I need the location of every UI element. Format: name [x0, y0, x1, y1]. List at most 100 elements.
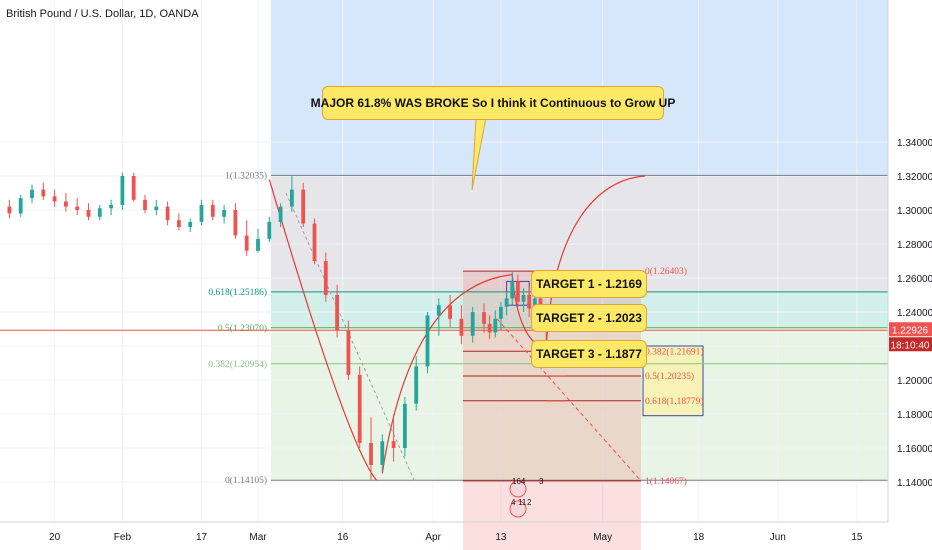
candle-body[interactable] [222, 210, 226, 217]
target-fib-label: 0.618(1.18779) [645, 396, 704, 407]
candle-body[interactable] [165, 206, 170, 221]
y-tick-label: 1.26000 [897, 274, 932, 285]
target-fib-label: 0(1.26403) [645, 266, 687, 277]
candle-body[interactable] [436, 305, 441, 316]
countdown-badge [889, 337, 932, 352]
projection-dashed-line [496, 318, 642, 482]
x-tick-label: Mar [249, 532, 267, 543]
target-1-label: TARGET 1 - 1.2169 [531, 270, 647, 298]
y-tick-label: 1.16000 [897, 444, 932, 455]
y-tick-label: 1.32000 [897, 172, 932, 183]
y-tick-label: 1.28000 [897, 240, 932, 251]
y-tick-label: 1.30000 [897, 206, 932, 217]
event-badge-2[interactable] [509, 500, 527, 518]
candle-body[interactable] [256, 238, 260, 251]
candle-body[interactable] [510, 281, 515, 299]
major-fib-note: MAJOR 61.8% WAS BROKE So I think it Cont… [311, 86, 675, 120]
current-price-label: 1.22926 [892, 325, 929, 336]
swing-dashed-line [285, 192, 416, 483]
candle-body[interactable] [403, 403, 407, 448]
candle-body[interactable] [470, 312, 475, 336]
candle-body[interactable] [188, 221, 193, 227]
candle-body[interactable] [97, 208, 102, 217]
target-2-label: TARGET 2 - 1.2023 [531, 304, 647, 332]
candle-body[interactable] [335, 295, 339, 331]
x-tick-label: May [593, 532, 612, 543]
target-fib-label: 0.5(1.20235) [645, 371, 694, 382]
candle-body[interactable] [290, 189, 294, 207]
candle-body[interactable] [233, 210, 238, 236]
y-tick-label: 1.34000 [897, 138, 932, 149]
x-tick-label: Jun [770, 532, 786, 543]
symbol-title: British Pound / U.S. Dollar, 1D, OANDA [6, 8, 199, 20]
x-tick-label: 18 [693, 532, 705, 543]
y-tick-label: 1.14000 [897, 478, 932, 489]
y-tick-label: 1.18000 [897, 410, 932, 421]
candle-body[interactable] [143, 199, 147, 210]
candle-body[interactable] [312, 223, 317, 261]
candle-body[interactable] [521, 295, 526, 302]
fib-label: 0(1.14105) [225, 475, 267, 486]
event-count: 2 [527, 498, 532, 507]
y-tick-label: 1.20000 [897, 376, 932, 387]
candle-body[interactable] [357, 374, 362, 443]
candle-body[interactable] [380, 441, 385, 465]
candle-body[interactable] [516, 281, 520, 302]
candle-body[interactable] [199, 204, 204, 222]
candle-body[interactable] [482, 312, 486, 324]
candle-body[interactable] [64, 201, 68, 207]
candle-body[interactable] [459, 318, 464, 336]
candle-body[interactable] [30, 189, 34, 199]
x-tick-label: 16 [337, 532, 349, 543]
x-tick-label: 17 [196, 532, 208, 543]
candle-body[interactable] [499, 306, 503, 319]
candle-body[interactable] [177, 220, 181, 227]
event-count: 3 [539, 477, 544, 486]
candle-body[interactable] [346, 330, 351, 375]
event-count: 4 [511, 498, 516, 507]
candle-body[interactable] [425, 315, 430, 367]
current-price-badge [889, 322, 932, 337]
candle-body[interactable] [323, 261, 328, 295]
candle-body[interactable] [18, 198, 23, 214]
event-count: 11 [518, 498, 527, 507]
candle-body[interactable] [487, 323, 492, 333]
candle-body[interactable] [527, 295, 532, 309]
candle-body[interactable] [267, 221, 272, 239]
candle-body[interactable] [210, 204, 215, 217]
candle-body[interactable] [244, 235, 249, 251]
candle-body[interactable] [7, 206, 12, 214]
candle-body[interactable] [414, 366, 419, 404]
x-tick-label: Feb [114, 532, 132, 543]
candle-body[interactable] [504, 298, 509, 307]
countdown-label: 18:10:40 [891, 340, 930, 351]
x-tick-label: Apr [425, 532, 441, 543]
candle-body[interactable] [391, 441, 396, 448]
candle-body[interactable] [86, 210, 91, 217]
decline-curve [268, 179, 378, 481]
candle-body[interactable] [75, 206, 80, 210]
candle-body[interactable] [131, 176, 136, 200]
candle-body[interactable] [120, 176, 125, 205]
candle-body[interactable] [52, 196, 57, 202]
candle-body[interactable] [41, 189, 46, 197]
candle-body[interactable] [278, 206, 283, 222]
x-tick-label: 20 [49, 532, 61, 543]
candle-body[interactable] [448, 305, 452, 319]
candle-body[interactable] [154, 206, 159, 210]
candle-body[interactable] [532, 298, 537, 309]
fib-label: 0.618(1.25186) [208, 287, 267, 298]
candle-body[interactable] [109, 204, 113, 209]
x-tick-label: 15 [851, 532, 863, 543]
candle-body[interactable] [301, 189, 306, 224]
target-fib-label: 1(1.14067) [645, 476, 687, 487]
event-badge-1[interactable] [509, 480, 527, 498]
target-fib-label: 0.382(1.21691) [645, 346, 704, 357]
x-tick-label: 13 [495, 532, 507, 543]
fib-label: 0.382(1.20954) [208, 359, 267, 370]
target-3-label: TARGET 3 - 1.1877 [531, 340, 647, 368]
candle-body[interactable] [369, 442, 373, 465]
candle-body[interactable] [493, 318, 498, 333]
fib-label: 1(1.32035) [225, 170, 267, 181]
